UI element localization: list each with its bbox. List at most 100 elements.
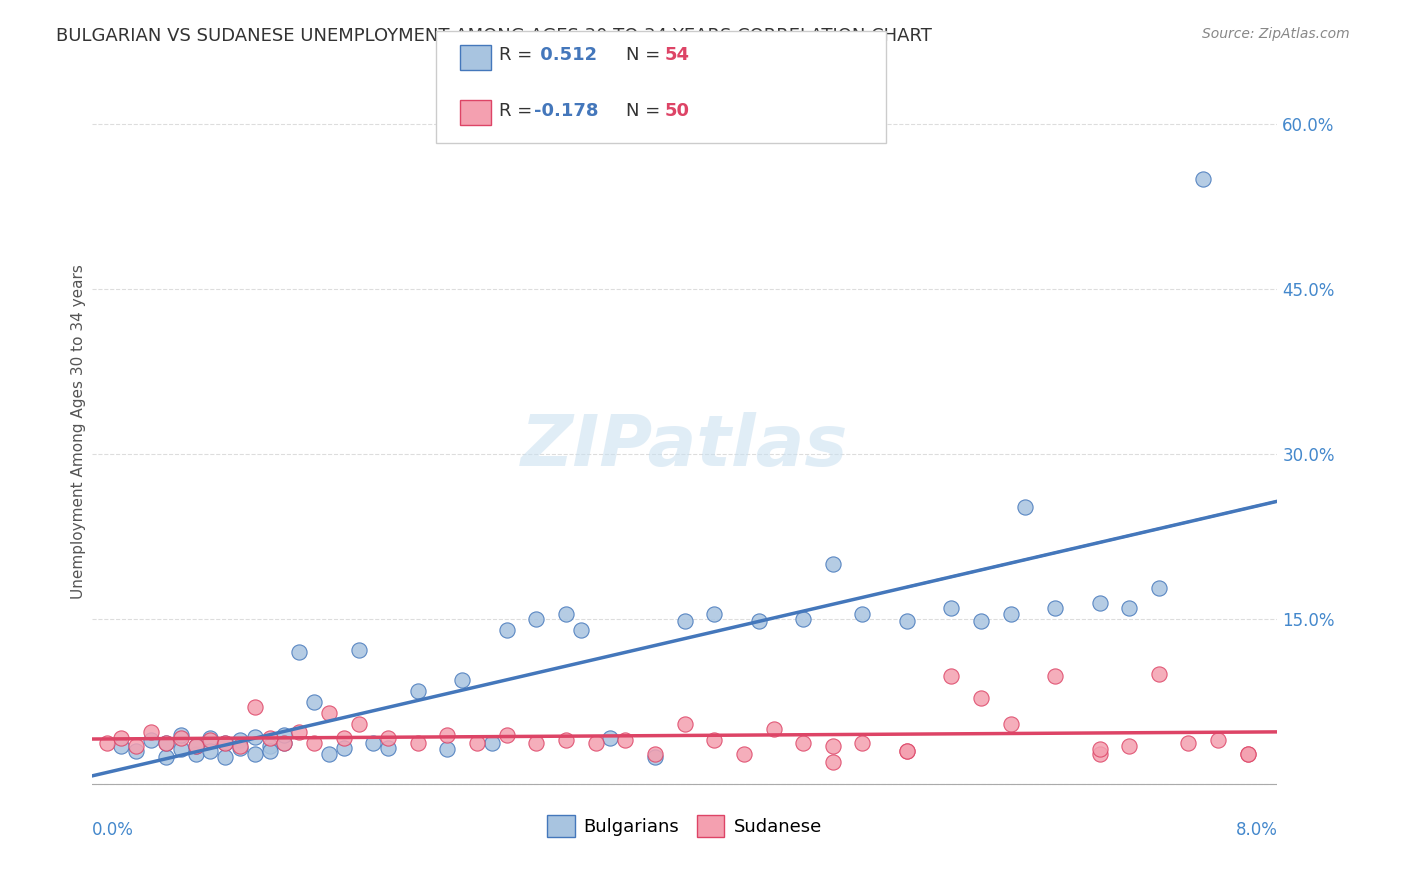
Point [302, 695, 325, 709]
Point [896, 744, 918, 758]
Point [1118, 739, 1140, 753]
Text: N =: N = [626, 103, 665, 120]
Point [896, 744, 918, 758]
Point [363, 735, 385, 749]
Point [1088, 596, 1111, 610]
Point [555, 733, 578, 747]
Point [184, 739, 207, 753]
Point [214, 749, 236, 764]
Point [1088, 747, 1111, 761]
Point [377, 741, 399, 756]
Point [110, 739, 132, 753]
Point [644, 747, 666, 761]
Point [748, 615, 770, 629]
Point [703, 733, 725, 747]
Point [555, 607, 578, 621]
Point [1177, 735, 1199, 749]
Text: 54: 54 [665, 46, 690, 64]
Point [733, 747, 755, 761]
Point [110, 731, 132, 746]
Point [125, 739, 148, 753]
Point [184, 739, 207, 753]
Text: ZIPatlas: ZIPatlas [520, 412, 848, 481]
Point [673, 716, 696, 731]
Point [821, 557, 844, 571]
Point [273, 735, 295, 749]
Point [569, 624, 592, 638]
Text: R =: R = [499, 46, 538, 64]
Point [1043, 601, 1066, 615]
Point [243, 747, 266, 761]
Point [214, 735, 236, 749]
Point [259, 744, 281, 758]
Point [851, 735, 873, 749]
Point [229, 733, 252, 747]
Point [1043, 669, 1066, 683]
Text: 0.512: 0.512 [534, 46, 598, 64]
Point [970, 615, 993, 629]
Point [243, 730, 266, 744]
Text: BULGARIAN VS SUDANESE UNEMPLOYMENT AMONG AGES 30 TO 34 YEARS CORRELATION CHART: BULGARIAN VS SUDANESE UNEMPLOYMENT AMONG… [56, 27, 932, 45]
Text: Source: ZipAtlas.com: Source: ZipAtlas.com [1202, 27, 1350, 41]
Point [614, 733, 637, 747]
Point [214, 735, 236, 749]
Point [451, 673, 474, 687]
Point [288, 724, 311, 739]
Point [288, 645, 311, 659]
Point [481, 735, 503, 749]
Point [96, 735, 118, 749]
Point [896, 615, 918, 629]
Point [139, 733, 162, 747]
Point [155, 749, 177, 764]
Point [941, 669, 963, 683]
Point [644, 749, 666, 764]
Point [673, 615, 696, 629]
Point [155, 735, 177, 749]
Point [970, 691, 993, 706]
Point [1014, 500, 1036, 514]
Point [465, 735, 488, 749]
Point [436, 742, 458, 756]
Point [792, 612, 814, 626]
Point [259, 739, 281, 753]
Legend: Bulgarians, Sudanese: Bulgarians, Sudanese [540, 808, 830, 845]
Y-axis label: Unemployment Among Ages 30 to 34 years: Unemployment Among Ages 30 to 34 years [72, 265, 86, 599]
Point [347, 643, 370, 657]
Point [318, 747, 340, 761]
Point [200, 744, 222, 758]
Point [347, 716, 370, 731]
Point [200, 733, 222, 747]
Point [1206, 733, 1229, 747]
Point [821, 739, 844, 753]
Point [941, 601, 963, 615]
Point [184, 747, 207, 761]
Point [139, 724, 162, 739]
Point [273, 728, 295, 742]
Text: N =: N = [626, 46, 665, 64]
Point [1147, 582, 1170, 596]
Point [229, 741, 252, 756]
Point [436, 728, 458, 742]
Point [526, 612, 548, 626]
Point [1000, 716, 1022, 731]
Point [1147, 667, 1170, 681]
Point [170, 742, 193, 756]
Point [1000, 607, 1022, 621]
Point [170, 731, 193, 746]
Point [1236, 747, 1258, 761]
Text: R =: R = [499, 103, 538, 120]
Point [792, 735, 814, 749]
Point [1236, 747, 1258, 761]
Text: 0.0%: 0.0% [91, 821, 134, 838]
Point [762, 723, 785, 737]
Point [585, 735, 607, 749]
Point [526, 735, 548, 749]
Point [302, 735, 325, 749]
Point [318, 706, 340, 720]
Point [821, 756, 844, 770]
Point [243, 700, 266, 714]
Point [406, 735, 429, 749]
Point [406, 683, 429, 698]
Text: 50: 50 [665, 103, 690, 120]
Text: -0.178: -0.178 [534, 103, 599, 120]
